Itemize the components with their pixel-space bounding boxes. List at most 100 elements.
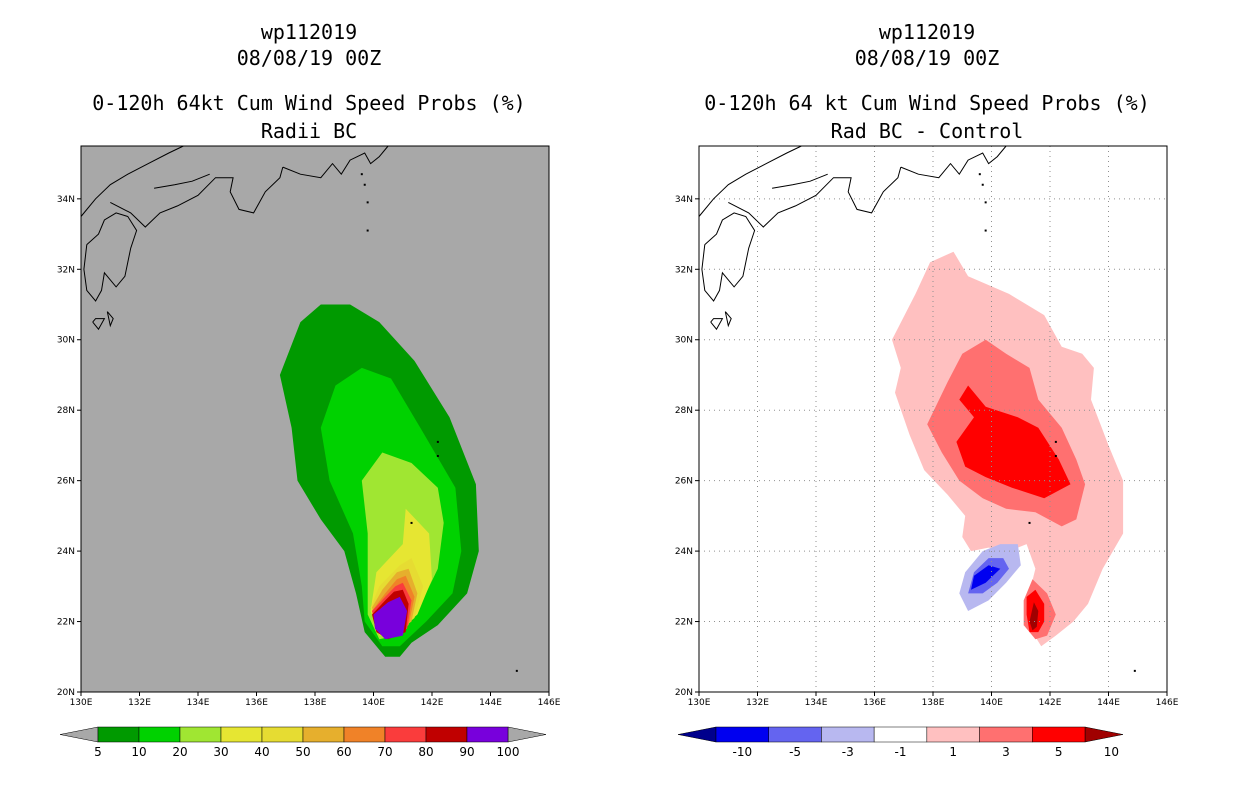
island-marker [1028,521,1031,524]
island-marker [410,521,413,524]
island-marker [1054,454,1057,457]
x-tick-label: 132E [746,698,769,708]
island-marker [360,173,363,176]
x-tick-label: 134E [805,698,828,708]
y-tick-label: 28N [675,406,693,416]
y-tick-label: 34N [675,195,693,205]
colorbar-label: -1 [895,745,907,759]
colorbar-label: 5 [1055,745,1063,759]
colorbar-arrow-high [507,726,547,743]
y-tick-label: 34N [57,195,75,205]
colorbar-label: 60 [336,745,351,759]
coastline [728,166,902,228]
x-tick-label: 142E [421,698,444,708]
colorbar-label: 70 [377,745,392,759]
chart-title: 0-120h 64kt Cum Wind Speed Probs (%) [92,91,526,115]
island-marker [363,183,366,186]
colorbar-swatch [97,726,140,743]
y-tick-label: 24N [675,547,693,557]
y-tick-label: 22N [675,618,693,628]
x-tick-label: 132E [128,698,151,708]
right-panel: wp112019 08/08/19 00Z 0-120h 64 kt Cum W… [618,0,1236,800]
coastline [154,173,210,189]
y-tick-label: 30N [57,336,75,346]
coastline [698,145,802,217]
x-tick-label: 144E [479,698,502,708]
coastline [701,212,756,302]
y-tick-label: 22N [57,618,75,628]
x-tick-label: 130E [70,698,93,708]
coastline [80,145,184,217]
colorbar-swatch [138,726,181,743]
colorbar-swatch [979,726,1033,743]
x-tick-label: 142E [1039,698,1062,708]
y-tick-label: 30N [675,336,693,346]
colorbar-swatch [261,726,304,743]
chart-subtitle: Rad BC - Control [830,119,1024,143]
coastline [92,318,106,331]
colorbar-label: 1 [949,745,957,759]
island-marker [366,201,369,204]
x-tick-label: 138E [304,698,327,708]
colorbar-swatch [343,726,386,743]
y-tick-label: 32N [57,265,75,275]
colorbar-swatch [1032,726,1086,743]
coastline [710,318,724,331]
coastline [83,212,138,302]
contour-level-5 [956,385,1071,499]
colorbar-swatch [873,726,928,743]
colorbar-swatch [466,726,509,743]
contour-level-90 [373,596,408,640]
island-marker [1133,669,1136,672]
colorbar-label: 30 [213,745,228,759]
y-tick-label: 26N [675,477,693,487]
x-tick-label: 138E [922,698,945,708]
colorbar-label: -3 [842,745,854,759]
x-tick-label: 146E [538,698,561,708]
colorbar-label: 20 [172,745,187,759]
x-tick-label: 130E [688,698,711,708]
coastline [900,145,1007,179]
colorbar-label: 10 [131,745,146,759]
colorbar-label: 90 [459,745,474,759]
island-marker [984,229,987,232]
x-tick-label: 134E [187,698,210,708]
coastline [772,173,828,189]
colorbar-label: 40 [254,745,269,759]
colorbar-swatch [715,726,769,743]
colorbar-label: 100 [497,745,520,759]
island-marker [436,454,439,457]
colorbar-label: 10 [1104,745,1119,759]
colorbar-swatch [425,726,468,743]
chart-subtitle: Radii BC [260,119,358,143]
island-marker [978,173,981,176]
contour-level-10 [1029,602,1039,631]
colorbar-label: 80 [418,745,433,759]
island-marker [515,669,518,672]
x-tick-label: 140E [362,698,385,708]
colorbar-swatch [926,726,980,743]
x-tick-label: 140E [980,698,1003,708]
y-tick-label: 26N [57,477,75,487]
left-chart-svg: 130E 132E 134E 136E 138E 140E 142E 144E 146E 20N 2… [57,145,561,759]
colorbar-swatch [179,726,222,743]
colorbar-arrow-low [677,726,717,743]
y-tick-label: 28N [57,406,75,416]
x-tick-label: 136E [245,698,268,708]
chart-title: 0-120h 64 kt Cum Wind Speed Probs (%) [704,91,1150,115]
coastline [724,311,732,328]
island-marker [436,440,439,443]
colorbar-arrow-high [1084,726,1124,743]
storm-id-title: wp112019 [260,20,358,44]
init-time-title: 08/08/19 00Z [236,46,382,70]
coastline [110,166,284,228]
y-tick-label: 32N [675,265,693,275]
colorbar-swatch [821,726,875,743]
colorbar-swatch [768,726,822,743]
colorbar-label: -10 [733,745,753,759]
init-time-title: 08/08/19 00Z [854,46,1000,70]
colorbar-swatch [384,726,427,743]
island-marker [1054,440,1057,443]
x-tick-label: 146E [1156,698,1179,708]
colorbar-label: 5 [94,745,102,759]
